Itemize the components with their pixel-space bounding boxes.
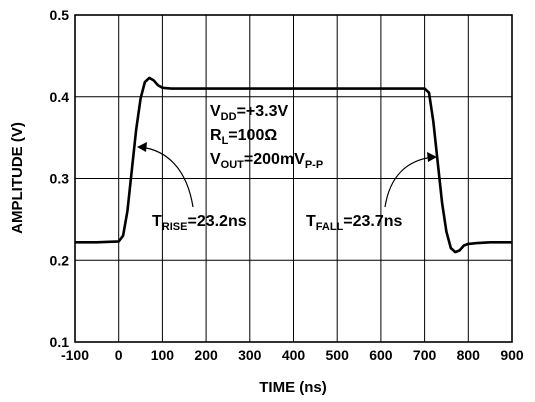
y-tick-label: 0.4 [50,89,70,105]
x-tick-label: 800 [457,347,481,363]
fall-arrowhead-icon [427,152,437,162]
x-tick-label: 0 [115,347,123,363]
x-tick-label: 500 [326,347,350,363]
y-tick-labels: 0.1 0.2 0.3 0.4 0.5 [50,7,70,350]
y-tick-label: 0.1 [50,334,70,350]
x-tick-label: 900 [500,347,524,363]
x-tick-label: 100 [151,347,175,363]
x-tick-label: -100 [61,347,89,363]
plot-frame [74,14,513,343]
y-tick-label: 0.3 [50,171,70,187]
x-axis-title: TIME (ns) [259,379,327,396]
x-tick-label: 300 [238,347,262,363]
annotation-rl: RL=100Ω [210,127,277,147]
series-line-amplitude [75,76,512,254]
x-tick-label: 400 [282,347,306,363]
x-tick-labels: -100 0 100 200 300 400 500 600 700 800 900 [61,347,524,363]
x-tick-label: 700 [413,347,437,363]
fall-arrow [384,156,434,208]
annotation-tfall: TFALL=23.7ns [306,213,403,233]
rise-arrowhead-icon [137,142,147,152]
y-axis-title: AMPLITUDE (V) [9,122,26,234]
y-tick-label: 0.5 [50,7,70,23]
annotation-trise: TRISE=23.2ns [152,213,247,233]
annotation-vout: VOUT=200mVP-P [210,151,323,171]
x-tick-label: 600 [369,347,393,363]
y-tick-label: 0.2 [50,252,70,268]
rise-arrow [139,146,194,208]
grid-lines [74,14,513,343]
x-tick-label: 200 [194,347,218,363]
annotation-vdd: VDD=+3.3V [210,103,288,123]
